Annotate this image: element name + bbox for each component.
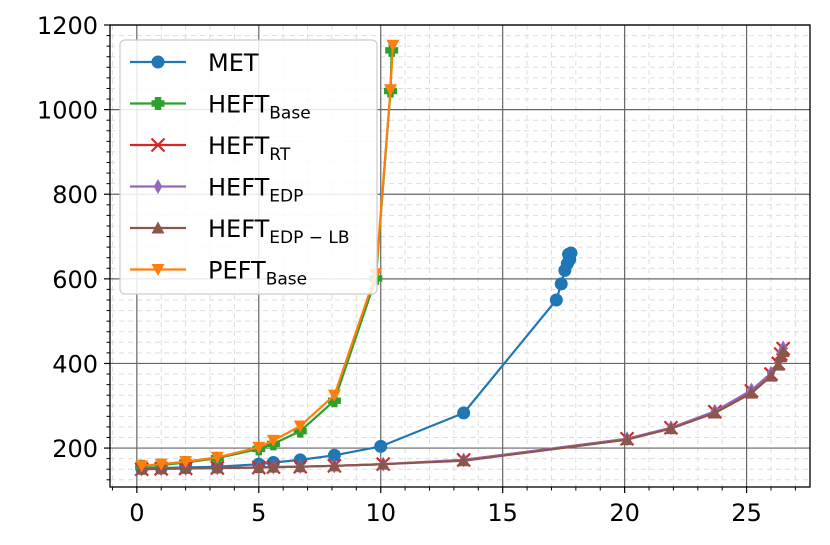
marker-triangle-down [154,458,168,471]
marker-circle [327,448,341,462]
x-tick-label: 0 [129,499,144,527]
legend-label: HEFTRT [208,132,291,165]
legend-label: PEFTBase [208,257,307,290]
marker-circle [554,277,568,291]
marker-triangle-up [744,386,758,399]
legend-label-base: MET [208,49,259,77]
axes: 0 5 10 15 20 25 200 400 600 800 1000 1200 [37,12,811,527]
marker-triangle-down [327,389,341,402]
marker-triangle-up [252,461,266,474]
marker-triangle-up [664,422,678,435]
marker-triangle-up [620,433,634,446]
legend-label-base: HEFT [208,91,270,119]
marker-diamond [153,179,163,194]
marker-triangle-up [776,345,790,358]
marker-circle [374,439,388,453]
y-tick-label: 200 [52,435,98,463]
y-tick-label: 800 [52,181,98,209]
marker-triangle-down [252,441,266,454]
marker-triangle-up [151,221,165,234]
y-tick-label: 600 [52,266,98,294]
marker-triangle-down [151,263,165,276]
marker-triangle-up [210,461,224,474]
marker-triangle-down [135,460,149,473]
legend-label-subscript: Base [266,270,307,290]
marker-x [150,137,166,153]
x-tick-label: 5 [251,499,266,527]
x-tick-label: 20 [609,499,640,527]
plot-frame [109,24,811,488]
legend-label-base: HEFT [208,174,270,202]
marker-triangle-down [293,420,307,433]
legend-label: HEFTEDP [208,174,303,207]
legend-label-subscript: EDP [269,187,303,207]
marker-triangle-up [457,454,471,467]
marker-triangle-up [293,460,307,473]
marker-triangle-up [266,460,280,473]
legend-label: MET [208,49,259,77]
legend-item-PEFT_Base: PEFTBase [130,257,307,290]
legend-item-HEFT_RT: HEFTRT [130,132,291,165]
y-tick-label: 1200 [37,12,98,40]
legend-item-MET: MET [130,49,259,77]
y-tick-label: 1000 [37,97,98,125]
marker-triangle-up [771,358,785,371]
grid [110,24,810,487]
marker-plus [151,97,165,111]
marker-triangle-down [386,39,400,52]
marker-x-stroke [150,137,166,153]
x-tick-label: 25 [731,499,762,527]
marker-circle [151,55,165,69]
marker-triangle-up [764,369,778,382]
legend-label-subscript: EDP − LB [269,228,349,248]
legend-item-HEFT_Base: HEFTBase [130,91,311,124]
y-tick-label: 400 [52,350,98,378]
legend-label: HEFTEDP − LB [208,215,350,248]
x-tick-label: 10 [365,499,396,527]
marker-triangle-down [383,84,397,97]
x-tick-label: 15 [487,499,518,527]
legend-item-HEFT_EDP-LB: HEFTEDP − LB [130,215,350,248]
marker-triangle-down [179,456,193,469]
marker-circle [564,246,578,260]
legend-label-base: HEFT [208,132,270,160]
marker-triangle-up [327,459,341,472]
marker-triangle-down [266,434,280,447]
marker-circle [549,293,563,307]
legend-label-subscript: Base [269,104,310,124]
marker-circle [457,406,471,420]
legend-label-base: PEFT [208,257,266,285]
legend-label-base: HEFT [208,215,270,243]
marker-triangle-up [376,457,390,470]
legend-item-HEFT_EDP: HEFTEDP [130,174,303,207]
legend-label-subscript: RT [269,145,291,165]
marker-triangle-down [210,451,224,464]
marker-triangle-up [708,406,722,419]
series-lines [134,39,791,477]
legend-label: HEFTBase [208,91,311,124]
series-HEFT_EDP-LB [135,345,790,475]
